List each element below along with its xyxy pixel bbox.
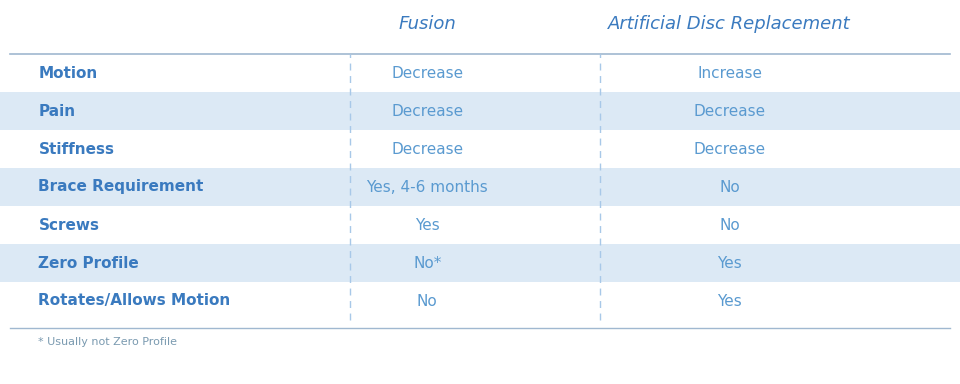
Text: Brace Requirement: Brace Requirement xyxy=(38,179,204,195)
Text: No*: No* xyxy=(413,255,442,270)
Text: Rotates/Allows Motion: Rotates/Allows Motion xyxy=(38,293,230,308)
Text: Yes: Yes xyxy=(717,255,742,270)
Text: Screws: Screws xyxy=(38,217,100,232)
Text: No: No xyxy=(719,217,740,232)
Bar xyxy=(0,92,960,130)
Text: * Usually not Zero Profile: * Usually not Zero Profile xyxy=(38,337,178,347)
Text: No: No xyxy=(719,179,740,195)
Text: Artificial Disc Replacement: Artificial Disc Replacement xyxy=(609,15,851,33)
Text: Decrease: Decrease xyxy=(391,104,464,119)
Text: Decrease: Decrease xyxy=(391,66,464,81)
Text: Yes: Yes xyxy=(717,293,742,308)
Bar xyxy=(0,168,960,206)
Text: Yes: Yes xyxy=(415,217,440,232)
Bar xyxy=(0,244,960,282)
Text: Fusion: Fusion xyxy=(398,15,456,33)
Text: Stiffness: Stiffness xyxy=(38,141,114,157)
Text: Yes, 4-6 months: Yes, 4-6 months xyxy=(367,179,488,195)
Text: Motion: Motion xyxy=(38,66,98,81)
Text: No: No xyxy=(417,293,438,308)
Text: Zero Profile: Zero Profile xyxy=(38,255,139,270)
Text: Decrease: Decrease xyxy=(693,141,766,157)
Text: Pain: Pain xyxy=(38,104,76,119)
Text: Decrease: Decrease xyxy=(391,141,464,157)
Text: Decrease: Decrease xyxy=(693,104,766,119)
Text: Increase: Increase xyxy=(697,66,762,81)
